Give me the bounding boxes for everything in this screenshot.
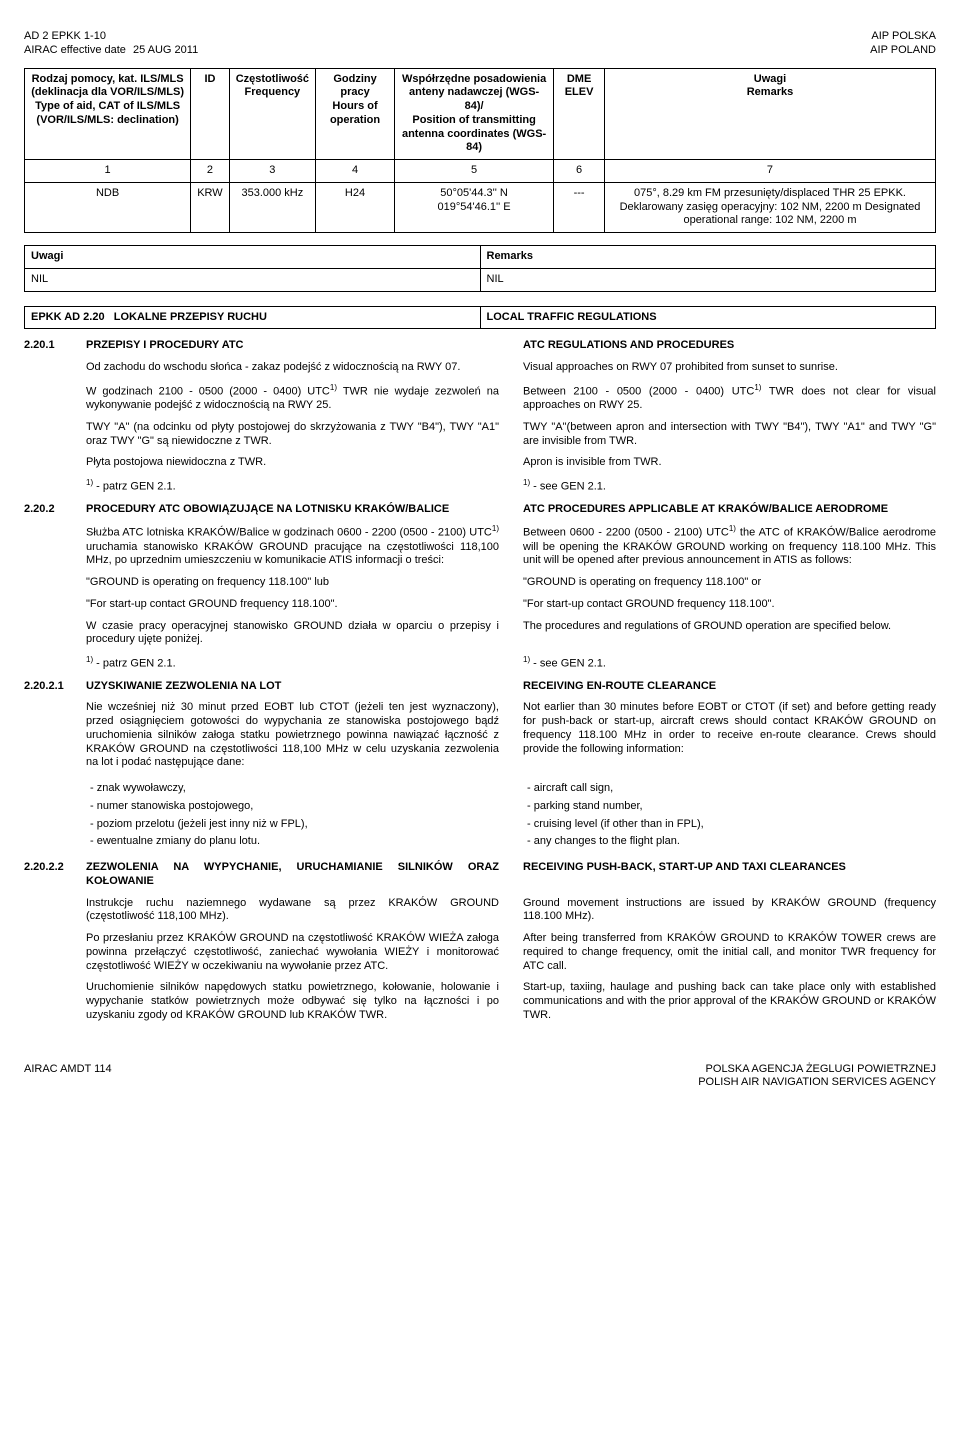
para-en: "GROUND is operating on frequency 118.10…: [511, 576, 936, 590]
para-en: TWY "A"(between apron and intersection w…: [511, 421, 936, 449]
subsection-num: 2.20.2.1: [24, 680, 86, 694]
para-en: Not earlier than 30 minutes before EOBT …: [511, 701, 936, 770]
header-left: AD 2 EPKK 1-10 AIRAC effective date 25 A…: [24, 30, 198, 58]
navaid-table: Rodzaj pomocy, kat. ILS/MLS (deklinacja …: [24, 68, 936, 234]
colnum: 3: [229, 160, 315, 183]
col4-header: Godziny pracy Hours of operation: [316, 68, 395, 160]
table-row: NDB KRW 353.000 kHz H24 50°05'44.3'' N 0…: [25, 182, 936, 232]
cell-type: NDB: [25, 182, 191, 232]
remarks-heading-pl: Uwagi: [25, 246, 481, 269]
heading-pl: PRZEPISY I PROCEDURY ATC: [86, 339, 511, 353]
heading-en: RECEIVING EN-ROUTE CLEARANCE: [511, 680, 936, 694]
colnum: 1: [25, 160, 191, 183]
para-pl: Od zachodu do wschodu słońca - zakaz pod…: [86, 361, 511, 375]
section-heading: EPKK AD 2.20 LOKALNE PRZEPISY RUCHU LOCA…: [24, 306, 936, 330]
table-header-row: Rodzaj pomocy, kat. ILS/MLS (deklinacja …: [25, 68, 936, 160]
colnum: 5: [395, 160, 554, 183]
heading-pl: UZYSKIWANIE ZEZWOLENIA NA LOT: [86, 680, 511, 694]
subsection-num: 2.20.2.2: [24, 861, 86, 889]
cell-freq: 353.000 kHz: [229, 182, 315, 232]
remarks-value-pl: NIL: [25, 268, 481, 291]
table-number-row: 1 2 3 4 5 6 7: [25, 160, 936, 183]
para-pl: Instrukcje ruchu naziemnego wydawane są …: [86, 897, 511, 925]
subsection-num: 2.20.2: [24, 503, 86, 517]
remarks-table: Uwagi Remarks NIL NIL: [24, 245, 936, 292]
cell-id: KRW: [191, 182, 229, 232]
para-pl: Nie wcześniej niż 30 minut przed EOBT lu…: [86, 701, 511, 770]
remarks-value-en: NIL: [480, 268, 936, 291]
col2-header: ID: [191, 68, 229, 160]
heading-pl: PROCEDURY ATC OBOWIĄZUJĄCE NA LOTNISKU K…: [86, 503, 511, 517]
para-pl: W czasie pracy operacyjnej stanowisko GR…: [86, 620, 511, 648]
para-en: "For start-up contact GROUND frequency 1…: [511, 598, 936, 612]
header-right: AIP POLSKA AIP POLAND: [870, 30, 936, 58]
cell-hours: H24: [316, 182, 395, 232]
para-pl: TWY "A" (na odcinku od płyty postojowej …: [86, 421, 511, 449]
col1-header: Rodzaj pomocy, kat. ILS/MLS (deklinacja …: [25, 68, 191, 160]
heading-pl: ZEZWOLENIA NA WYPYCHANIE, URUCHAMIANIE S…: [86, 861, 511, 889]
footnote-pl: 1) - patrz GEN 2.1.: [86, 478, 511, 494]
para-pl: "GROUND is operating on frequency 118.10…: [86, 576, 511, 590]
page-footer: AIRAC AMDT 114 POLSKA AGENCJA ŻEGLUGI PO…: [24, 1063, 936, 1091]
header-effective-date: AIRAC effective date 25 AUG 2011: [24, 44, 198, 58]
colnum: 6: [554, 160, 605, 183]
para-en: The procedures and regulations of GROUND…: [511, 620, 936, 648]
footnote-en: 1) - see GEN 2.1.: [511, 478, 936, 494]
col5-header: Współrzędne posadowienia anteny nadawcze…: [395, 68, 554, 160]
list-en: aircraft call sign, parking stand number…: [511, 778, 936, 853]
para-en: After being transferred from KRAKÓW GROU…: [511, 932, 936, 973]
col3-header: Częstotliwość Frequency: [229, 68, 315, 160]
para-pl: "For start-up contact GROUND frequency 1…: [86, 598, 511, 612]
para-pl: Po przesłaniu przez KRAKÓW GROUND na czę…: [86, 932, 511, 973]
heading-en: RECEIVING PUSH-BACK, START-UP AND TAXI C…: [511, 861, 936, 889]
para-en: Visual approaches on RWY 07 prohibited f…: [511, 361, 936, 375]
para-pl: Uruchomienie silników napędowych statku …: [86, 981, 511, 1022]
para-en: Between 2100 - 0500 (2000 - 0400) UTC1) …: [511, 383, 936, 413]
cell-dme: ---: [554, 182, 605, 232]
colnum: 4: [316, 160, 395, 183]
footnote-en: 1) - see GEN 2.1.: [511, 655, 936, 671]
page-header: AD 2 EPKK 1-10 AIRAC effective date 25 A…: [24, 30, 936, 58]
header-aip-en: AIP POLAND: [870, 44, 936, 58]
para-en: Ground movement instructions are issued …: [511, 897, 936, 925]
para-en: Between 0600 - 2200 (0500 - 2100) UTC1) …: [511, 524, 936, 568]
col6-header: DME ELEV: [554, 68, 605, 160]
cell-remarks: 075°, 8.29 km FM przesunięty/displaced T…: [604, 182, 935, 232]
para-pl: Służba ATC lotniska KRAKÓW/Balice w godz…: [86, 524, 511, 568]
header-aip-pl: AIP POLSKA: [870, 30, 936, 44]
section-pl: EPKK AD 2.20 LOKALNE PRZEPISY RUCHU: [25, 306, 481, 329]
para-pl: Płyta postojowa niewidoczna z TWR.: [86, 456, 511, 470]
para-en: Start-up, taxiing, haulage and pushing b…: [511, 981, 936, 1022]
heading-en: ATC REGULATIONS AND PROCEDURES: [511, 339, 936, 353]
content-body: 2.20.1 PRZEPISY I PROCEDURY ATC ATC REGU…: [24, 339, 936, 1022]
colnum: 2: [191, 160, 229, 183]
footer-agency: POLSKA AGENCJA ŻEGLUGI POWIETRZNEJ POLIS…: [698, 1063, 936, 1091]
heading-en: ATC PROCEDURES APPLICABLE AT KRAKÓW/BALI…: [511, 503, 936, 517]
para-en: Apron is invisible from TWR.: [511, 456, 936, 470]
para-pl: W godzinach 2100 - 0500 (2000 - 0400) UT…: [86, 383, 511, 413]
cell-coords: 50°05'44.3'' N 019°54'46.1'' E: [395, 182, 554, 232]
col7-header: Uwagi Remarks: [604, 68, 935, 160]
header-ad-code: AD 2 EPKK 1-10: [24, 30, 198, 44]
subsection-num: 2.20.1: [24, 339, 86, 353]
footnote-pl: 1) - patrz GEN 2.1.: [86, 655, 511, 671]
footer-amdt: AIRAC AMDT 114: [24, 1063, 112, 1091]
list-pl: znak wywoławczy, numer stanowiska postoj…: [86, 778, 511, 853]
colnum: 7: [604, 160, 935, 183]
remarks-heading-en: Remarks: [480, 246, 936, 269]
section-en: LOCAL TRAFFIC REGULATIONS: [480, 306, 936, 329]
